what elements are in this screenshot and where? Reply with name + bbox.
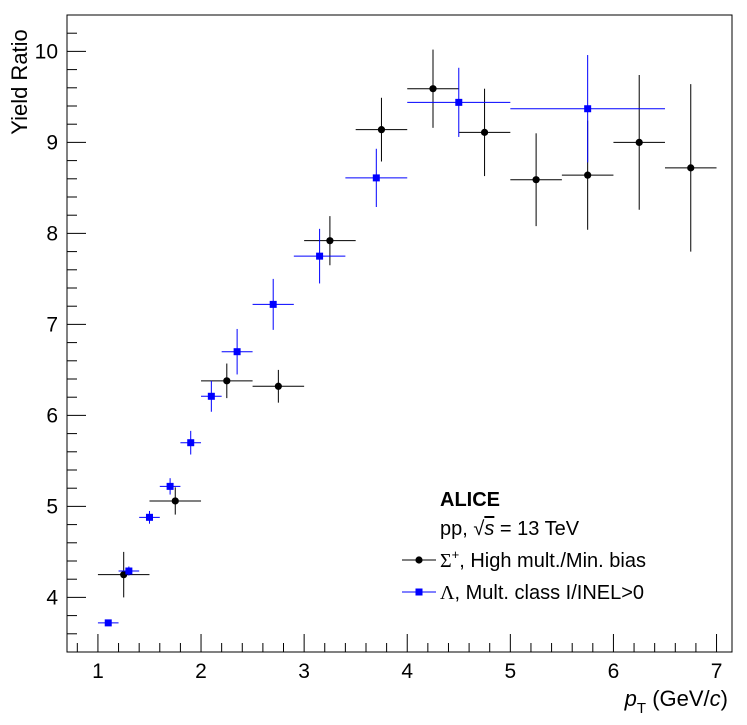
plot-frame	[66, 14, 733, 653]
data-point	[377, 126, 386, 134]
x-tick-label: 3	[298, 660, 310, 683]
data-point	[532, 176, 540, 184]
legend-entry-lambda-text: , Mult. class I/INEL>0	[455, 582, 645, 604]
legend-marker-sigma	[415, 556, 423, 564]
data-point	[316, 252, 324, 260]
x-tick-label: 7	[711, 660, 723, 683]
data-point	[269, 300, 277, 308]
y-axis: 4 5 6 7 8 9 10	[35, 14, 86, 653]
y-tick-label: 9	[46, 131, 58, 154]
x-tick-label: 6	[608, 660, 620, 683]
data-point	[207, 392, 215, 400]
x-axis-label-unit: (GeV/	[646, 686, 710, 711]
x-axis-label-unit-end: )	[721, 686, 728, 711]
x-axis: 1 2 3 4 5 6 7	[76, 634, 723, 683]
data-point	[166, 482, 174, 490]
legend-entry-lambda: Λ, Mult. class I/INEL>0	[440, 582, 644, 604]
data-point	[584, 105, 592, 113]
x-tick-label: 1	[92, 660, 104, 683]
data-point	[145, 513, 153, 521]
x-axis-label-var: p	[624, 686, 637, 711]
data-point	[429, 85, 437, 93]
data-point	[104, 619, 112, 627]
series-sigma	[97, 49, 717, 598]
data-point	[274, 382, 282, 390]
data-point	[687, 164, 695, 172]
legend-entry-sigma-sup: +	[452, 547, 460, 562]
data-point	[233, 348, 241, 356]
legend-subtitle: pp, √s = 13 TeV	[440, 518, 580, 540]
data-point	[455, 98, 463, 106]
data-point	[480, 128, 489, 136]
legend-subtitle-pre: pp,	[440, 518, 473, 540]
data-point	[635, 138, 643, 146]
y-tick-label: 4	[46, 586, 58, 609]
legend-entry-lambda-symbol: Λ	[440, 582, 455, 604]
y-tick-label: 5	[46, 495, 58, 518]
data-point	[326, 237, 334, 245]
x-tick-label: 4	[401, 660, 413, 683]
x-tick-label: 2	[195, 660, 207, 683]
legend-title: ALICE	[440, 489, 500, 511]
y-tick-label: 6	[46, 404, 58, 427]
data-point	[187, 439, 195, 447]
series-lambda	[97, 55, 665, 627]
data-point	[372, 174, 380, 182]
x-axis-label-sub: T	[637, 700, 646, 717]
x-tick-label: 5	[504, 660, 516, 683]
x-axis-label: pT (GeV/c)	[624, 686, 728, 717]
y-tick-label: 7	[46, 313, 58, 336]
y-tick-label: 8	[46, 222, 58, 245]
legend-sqrt-sign: √	[473, 518, 484, 540]
data-point	[125, 567, 133, 575]
legend-entry-sigma-text: , High mult./Min. bias	[459, 550, 646, 572]
data-point	[584, 171, 592, 179]
series-layer	[97, 49, 717, 627]
data-point	[223, 377, 231, 385]
data-point	[171, 497, 179, 505]
legend-entry-sigma: Σ+, High mult./Min. bias	[440, 547, 646, 572]
y-tick-label: 10	[35, 40, 58, 63]
y-axis-label: Yield Ratio	[7, 29, 32, 135]
legend-entry-sigma-symbol: Σ	[440, 550, 452, 572]
x-axis-label-unit-var: c	[710, 686, 721, 711]
legend: ALICE pp, √s = 13 TeV Σ+, High mult./Min…	[402, 489, 646, 604]
legend-subtitle-var: s	[484, 518, 494, 540]
legend-marker-lambda	[415, 588, 423, 596]
legend-subtitle-post: = 13 TeV	[494, 518, 579, 540]
